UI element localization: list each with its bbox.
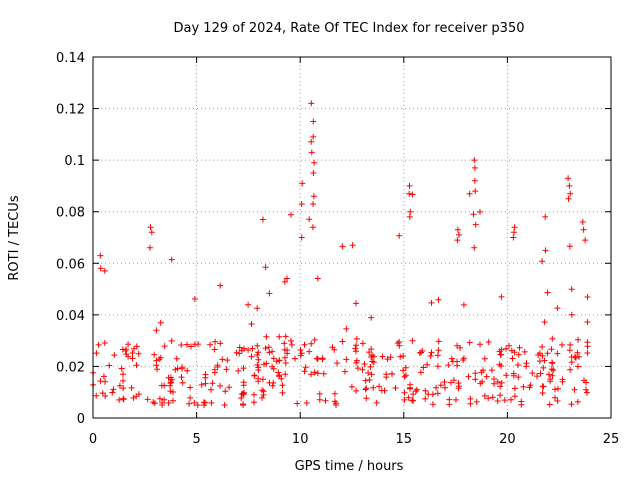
roti-data-points: [90, 100, 591, 409]
x-tick-label: 0: [89, 432, 97, 447]
data-points: [90, 100, 591, 409]
x-axis-label: GPS time / hours: [295, 459, 404, 474]
y-tick-label: 0.04: [56, 309, 85, 324]
x-tick-label: 15: [396, 432, 413, 447]
x-tick-label: 25: [603, 432, 620, 447]
grid-lines: [93, 57, 611, 418]
x-tick-label: 20: [499, 432, 516, 447]
x-tick-label: 5: [192, 432, 200, 447]
y-tick-label: 0.12: [56, 103, 85, 118]
y-tick-label: 0.1: [64, 154, 85, 169]
y-tick-label: 0.06: [56, 257, 85, 272]
y-tick-label: 0.14: [56, 51, 85, 66]
y-tick-label: 0: [77, 412, 85, 427]
plot-frame: [92, 56, 612, 419]
chart-title: Day 129 of 2024, Rate Of TEC Index for r…: [174, 21, 525, 36]
axis-ticks: 0 0.02 0.04 0.06 0.08 0.1 0.12 0.14 0 5 10 15 20 25: [56, 51, 619, 447]
y-axis-label: ROTI / TECUs: [7, 195, 22, 280]
y-tick-label: 0.02: [56, 360, 85, 375]
y-tick-label: 0.08: [56, 206, 85, 221]
x-tick-label: 10: [292, 432, 309, 447]
